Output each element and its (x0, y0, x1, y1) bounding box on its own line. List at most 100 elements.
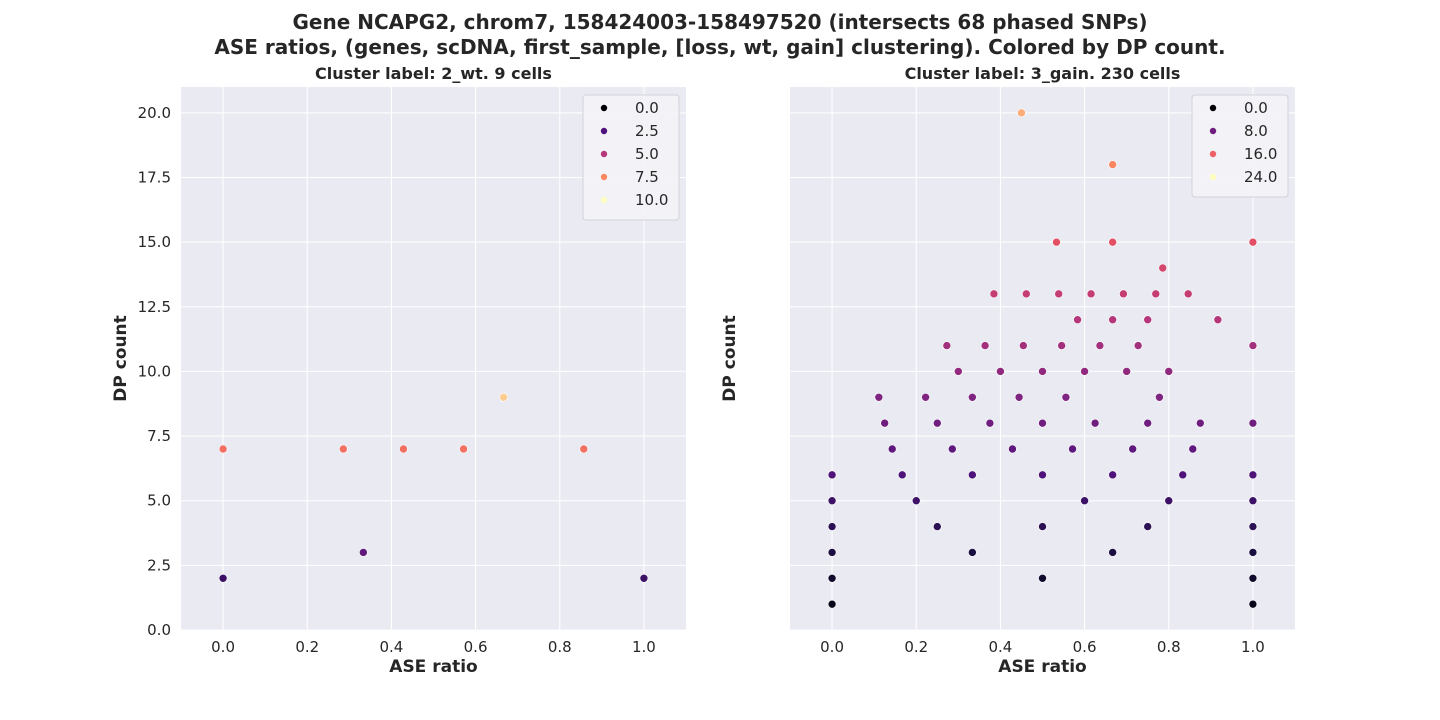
data-point (1248, 599, 1258, 609)
data-point (1248, 548, 1258, 557)
data-point (948, 444, 957, 454)
data-point (897, 470, 907, 480)
panel-title: Cluster label: 3_gain. 230 cells (905, 64, 1181, 83)
data-point (1054, 289, 1064, 299)
data-point (1057, 341, 1066, 350)
data-point (1155, 392, 1164, 402)
data-point (1108, 160, 1117, 169)
data-point (1158, 263, 1168, 273)
data-point (880, 418, 889, 428)
y-tick-label: 17.5 (138, 169, 171, 187)
data-point (1248, 237, 1258, 247)
figure-title-line-1: Gene NCAPG2, chrom7, 158424003-158497520… (292, 10, 1148, 34)
data-point (1038, 522, 1047, 531)
data-point (911, 496, 921, 506)
x-tick-label: 0.0 (211, 638, 235, 656)
legend-marker (600, 127, 608, 135)
legend-box (582, 94, 680, 221)
data-point (1188, 444, 1198, 454)
data-point (339, 444, 348, 454)
data-point (1014, 392, 1024, 402)
data-point (1119, 289, 1128, 299)
data-point (1108, 470, 1117, 480)
data-point (942, 341, 952, 350)
y-tick-label: 15.0 (138, 233, 171, 251)
data-point (1108, 237, 1117, 247)
data-point (1183, 289, 1193, 299)
data-point (1061, 392, 1071, 402)
data-point (1248, 522, 1258, 531)
data-point (1090, 418, 1100, 428)
legend-box (1191, 94, 1289, 198)
data-point (1248, 418, 1258, 428)
data-point (1017, 108, 1026, 118)
data-point (968, 470, 977, 480)
data-point (827, 522, 837, 531)
data-point (1143, 522, 1153, 531)
y-tick-label: 20.0 (138, 104, 171, 122)
data-point (827, 496, 837, 506)
data-point (1164, 367, 1174, 376)
data-point (1122, 367, 1131, 376)
figure-title-line-2: ASE ratios, (genes, scDNA, first_sample,… (214, 35, 1226, 59)
legend-marker (1209, 150, 1217, 158)
legend-label: 8.0 (1244, 122, 1268, 140)
data-point (359, 548, 368, 557)
legend-marker (1209, 104, 1217, 112)
data-point (1095, 341, 1105, 350)
y-axis-label: DP count (720, 315, 740, 402)
legend-marker (600, 173, 608, 181)
data-point (1080, 367, 1089, 376)
data-point (1143, 315, 1153, 325)
data-point (1164, 496, 1174, 506)
data-point (1073, 315, 1082, 325)
data-point (1008, 444, 1017, 454)
data-point (1086, 289, 1096, 299)
legend-label: 0.0 (635, 99, 659, 117)
y-tick-label: 5.0 (147, 492, 171, 510)
data-point (459, 444, 468, 454)
x-tick-label: 0.2 (904, 638, 928, 656)
data-point (996, 367, 1005, 376)
legend-label: 7.5 (635, 168, 659, 186)
data-point (218, 444, 228, 454)
data-point (1068, 444, 1077, 454)
data-point (1178, 470, 1188, 480)
x-tick-label: 0.8 (548, 638, 572, 656)
y-tick-label: 7.5 (147, 427, 171, 445)
data-point (218, 573, 228, 583)
x-tick-label: 0.4 (988, 638, 1012, 656)
legend-marker (600, 104, 608, 112)
data-point (1213, 315, 1223, 325)
legend-marker (600, 150, 608, 158)
data-point (1108, 315, 1117, 325)
data-point (499, 392, 508, 402)
data-point (985, 418, 995, 428)
x-tick-label: 0.4 (379, 638, 403, 656)
scatter-panel-1: 0.0 0.2 0.4 0.6 0.8 1.0 0.0 2.5 5.0 7.5 10.0 12.5 15… (111, 64, 686, 677)
legend-marker (600, 196, 608, 204)
data-point (921, 392, 930, 402)
data-point (1080, 496, 1089, 506)
legend-marker (1209, 173, 1217, 181)
data-point (827, 548, 837, 557)
x-tick-label: 1.0 (1241, 638, 1265, 656)
data-point (1021, 289, 1031, 299)
y-tick-label: 2.5 (147, 556, 171, 574)
legend-label: 10.0 (635, 191, 668, 209)
data-point (1019, 341, 1028, 350)
y-tick-label: 10.0 (138, 362, 171, 380)
data-point (1128, 444, 1137, 454)
data-point (1038, 367, 1047, 376)
legend-label: 0.0 (1244, 99, 1268, 117)
data-point (1038, 470, 1047, 480)
data-point (989, 289, 999, 299)
data-point (1248, 573, 1258, 583)
x-tick-label: 0.0 (820, 638, 844, 656)
data-point (874, 392, 884, 402)
legend-label: 2.5 (635, 122, 659, 140)
legend-label: 24.0 (1244, 168, 1277, 186)
data-point (1108, 548, 1117, 557)
data-point (1133, 341, 1143, 350)
